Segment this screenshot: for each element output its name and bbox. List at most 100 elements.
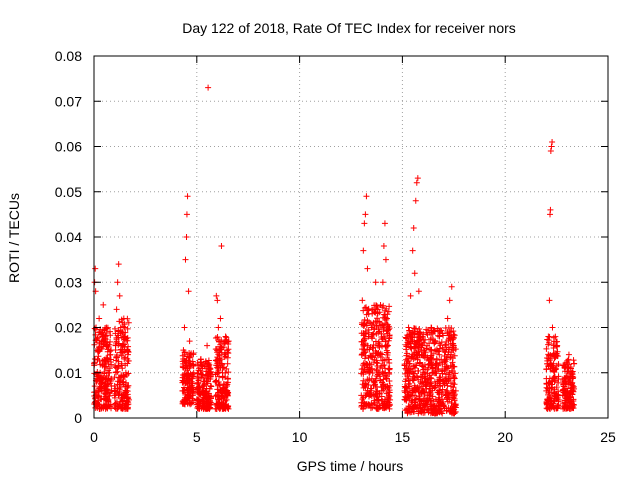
data-point <box>208 401 215 408</box>
data-point <box>122 405 129 412</box>
data-point <box>113 357 120 364</box>
data-point <box>92 395 99 402</box>
data-point <box>442 374 449 381</box>
data-point <box>197 398 204 405</box>
data-point <box>204 405 211 412</box>
data-point <box>216 355 223 362</box>
y-tick-label: 0 <box>74 410 82 426</box>
data-point <box>99 333 106 340</box>
data-point <box>448 325 455 332</box>
data-point <box>104 342 111 349</box>
data-point <box>379 279 386 286</box>
data-point <box>195 386 202 393</box>
data-point <box>373 366 380 373</box>
data-point <box>547 366 554 373</box>
data-point <box>404 332 411 339</box>
data-point <box>362 402 369 409</box>
data-point <box>546 297 553 304</box>
data-point <box>437 383 444 390</box>
data-point <box>104 386 111 393</box>
data-point <box>180 347 187 354</box>
data-point <box>437 342 444 349</box>
data-point <box>415 376 422 383</box>
data-point <box>219 401 226 408</box>
data-point <box>360 384 367 391</box>
data-point <box>383 315 390 322</box>
data-point <box>96 384 103 391</box>
data-point <box>112 364 119 371</box>
data-point <box>215 367 222 374</box>
data-point <box>425 356 432 363</box>
data-point <box>561 365 568 372</box>
x-tick-label: 25 <box>600 429 616 445</box>
data-point <box>546 405 553 412</box>
data-point <box>218 243 225 250</box>
data-point <box>401 387 408 394</box>
data-point <box>119 342 126 349</box>
data-point <box>108 361 115 368</box>
data-point <box>448 283 455 290</box>
data-point <box>207 395 214 402</box>
data-point <box>379 362 386 369</box>
data-point <box>125 357 132 364</box>
data-point <box>102 382 109 389</box>
data-point <box>186 349 193 356</box>
data-point <box>225 338 232 345</box>
data-point <box>115 261 122 268</box>
data-point <box>361 355 368 362</box>
data-point <box>443 387 450 394</box>
data-point <box>423 326 430 333</box>
data-point <box>381 372 388 379</box>
data-point <box>184 367 191 374</box>
data-point <box>407 292 414 299</box>
data-point <box>214 297 221 304</box>
data-point <box>380 401 387 408</box>
data-point <box>369 404 376 411</box>
data-point <box>443 356 450 363</box>
data-point <box>566 398 573 405</box>
data-point <box>121 383 128 390</box>
data-point <box>383 328 390 335</box>
data-point <box>179 352 186 359</box>
data-point <box>212 378 219 385</box>
data-point <box>545 333 552 340</box>
data-point <box>543 345 550 352</box>
data-point <box>447 340 454 347</box>
data-point <box>204 342 211 349</box>
data-point <box>385 323 392 330</box>
data-point <box>103 324 110 331</box>
data-point <box>187 399 194 406</box>
data-point <box>438 327 445 334</box>
data-point <box>445 393 452 400</box>
data-point <box>450 389 457 396</box>
axis-ticks <box>93 55 609 419</box>
data-point <box>213 405 220 412</box>
x-tick-label: 20 <box>497 429 513 445</box>
data-point <box>383 305 390 312</box>
data-point <box>125 396 132 403</box>
data-point <box>550 344 557 351</box>
data-point <box>102 378 109 385</box>
grid-layer <box>94 56 608 418</box>
data-point <box>404 339 411 346</box>
data-point <box>212 371 219 378</box>
data-point <box>102 332 109 339</box>
data-point <box>546 391 553 398</box>
y-tick-label: 0.01 <box>55 365 82 381</box>
data-point <box>447 405 454 412</box>
data-point <box>225 403 232 410</box>
data-point <box>451 375 458 382</box>
data-point <box>439 391 446 398</box>
x-axis-label: GPS time / hours <box>297 458 404 474</box>
data-point <box>429 365 436 372</box>
x-tick-label: 10 <box>292 429 308 445</box>
data-point <box>105 396 112 403</box>
data-point <box>429 393 436 400</box>
data-point <box>376 402 383 409</box>
data-point <box>121 393 128 400</box>
y-tick-label: 0.04 <box>55 229 82 245</box>
data-point <box>432 410 439 417</box>
data-point <box>214 392 221 399</box>
data-point <box>419 363 426 370</box>
data-point <box>385 308 392 315</box>
